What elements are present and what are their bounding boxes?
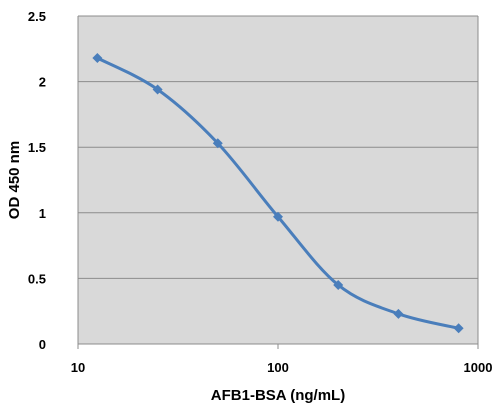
data-markers: [92, 52, 464, 334]
data-point-marker: [92, 52, 103, 63]
x-tick-label: 1000: [464, 360, 493, 375]
axes: [77, 16, 479, 349]
y-tick-label: 1.5: [28, 140, 46, 155]
y-tick-labels: 0 0.5 1 1.5 2 2.5: [28, 9, 46, 352]
y-axis-title: OD 450 nm: [6, 141, 23, 219]
x-tick-label: 10: [71, 360, 85, 375]
plot-area: [78, 16, 478, 344]
data-point-marker: [273, 211, 283, 222]
y-tick-label: 0: [39, 337, 46, 352]
y-tick-label: 0.5: [28, 271, 46, 286]
y-tick-label: 1: [39, 206, 46, 221]
data-point-marker: [453, 323, 464, 334]
data-point-marker: [152, 84, 163, 95]
data-point-marker: [212, 138, 223, 149]
data-point-marker: [333, 279, 344, 290]
y-tick-label: 2.5: [28, 9, 46, 24]
x-tick-labels: 10 100 1000: [71, 360, 493, 375]
x-tick-label: 100: [267, 360, 289, 375]
x-axis-title: AFB1-BSA (ng/mL): [211, 387, 345, 404]
y-tick-label: 2: [39, 75, 46, 90]
data-point-marker: [393, 308, 404, 319]
